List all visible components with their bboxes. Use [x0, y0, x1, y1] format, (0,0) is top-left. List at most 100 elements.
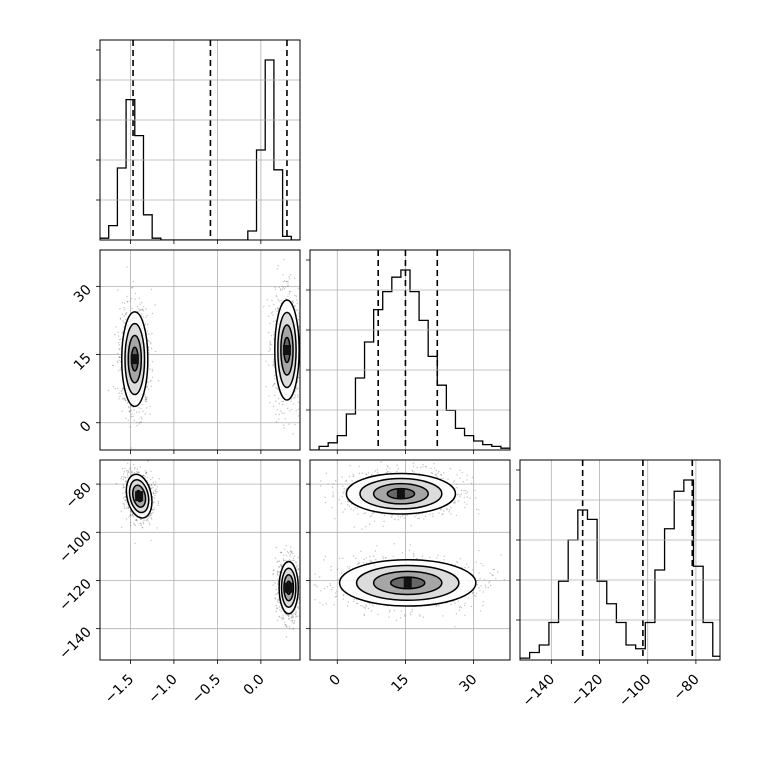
scatter-point	[122, 503, 124, 505]
scatter-point	[122, 497, 125, 499]
scatter-point	[452, 481, 455, 483]
scatter-point	[126, 312, 128, 314]
scatter-point	[275, 593, 277, 595]
scatter-point	[306, 287, 307, 288]
scatter-point	[418, 517, 420, 520]
scatter-point	[302, 542, 303, 543]
scatter-point	[302, 595, 303, 596]
scatter-point	[127, 474, 129, 476]
scatter-point	[471, 476, 474, 478]
scatter-point	[123, 471, 125, 473]
scatter-point	[301, 580, 302, 581]
scatter-point	[376, 545, 378, 547]
scatter-point	[341, 476, 343, 478]
scatter-point	[415, 514, 417, 516]
scatter-point	[273, 375, 276, 377]
scatter-point	[152, 511, 154, 513]
scatter-point	[447, 478, 449, 480]
scatter-point	[370, 515, 373, 517]
scatter-point	[397, 515, 399, 517]
scatter-point	[278, 566, 280, 568]
scatter-point	[383, 520, 385, 523]
scatter-point	[263, 306, 265, 308]
scatter-point	[129, 300, 131, 302]
scatter-point	[297, 556, 299, 558]
pair-panel-1-0	[99, 249, 307, 451]
scatter-point	[301, 347, 302, 348]
scatter-point	[132, 415, 134, 418]
scatter-point	[416, 557, 418, 560]
scatter-point	[142, 522, 145, 525]
scatter-point	[429, 513, 431, 516]
contour-line	[127, 334, 143, 384]
scatter-point	[278, 560, 281, 562]
scatter-point	[418, 472, 420, 475]
scatter-point	[283, 412, 285, 415]
scatter-point	[127, 419, 129, 421]
scatter-point	[133, 522, 135, 524]
scatter-point	[115, 326, 117, 328]
scatter-point	[288, 276, 290, 278]
scatter-point	[289, 410, 291, 412]
scatter-point	[303, 576, 304, 577]
scatter-point	[140, 524, 142, 527]
contour-line	[359, 477, 443, 510]
scatter-point	[121, 302, 124, 304]
contour-line	[372, 482, 429, 505]
contour-line	[131, 484, 147, 508]
scatter-point	[145, 472, 147, 474]
scatter-point	[301, 590, 302, 591]
scatter-point	[369, 515, 371, 518]
scatter-point	[291, 615, 293, 618]
scatter-point	[301, 332, 302, 333]
scatter-point	[547, 587, 548, 588]
scatter-point	[297, 396, 299, 398]
scatter-point	[154, 497, 156, 499]
scatter-point	[363, 558, 365, 560]
scatter-point	[138, 471, 140, 474]
scatter-point	[454, 502, 456, 504]
scatter-point	[288, 615, 290, 617]
scatter-point	[127, 506, 129, 508]
scatter-point	[283, 427, 285, 429]
scatter-point	[278, 300, 280, 302]
scatter-point	[460, 493, 463, 495]
scatter-point	[344, 508, 346, 510]
scatter-point	[134, 467, 136, 469]
scatter-point	[280, 302, 282, 304]
scatter-point	[148, 352, 150, 354]
scatter-point	[365, 473, 368, 476]
scatter-point	[150, 514, 152, 517]
scatter-point	[122, 473, 125, 475]
scatter-point	[148, 333, 150, 335]
scatter-point	[134, 519, 137, 521]
scatter-point	[301, 577, 302, 578]
scatter-point	[280, 299, 282, 302]
scatter-point	[131, 286, 133, 289]
scatter-point	[297, 408, 300, 410]
scatter-point	[465, 490, 467, 492]
scatter-point	[389, 467, 391, 469]
scatter-point	[274, 394, 276, 397]
scatter-point	[142, 474, 144, 477]
scatter-point	[269, 347, 271, 349]
scatter-point	[155, 481, 157, 483]
scatter-point	[150, 341, 152, 343]
scatter-point	[305, 328, 306, 329]
scatter-point	[296, 568, 298, 571]
scatter-point	[280, 564, 282, 567]
scatter-point	[353, 526, 355, 528]
scatter-point	[119, 368, 121, 371]
scatter-point	[154, 350, 157, 353]
scatter-point	[272, 584, 274, 586]
scatter-point	[120, 510, 123, 513]
scatter-point	[478, 513, 480, 515]
scatter-point	[277, 591, 279, 594]
scatter-point	[466, 474, 468, 476]
scatter-point	[353, 600, 355, 603]
scatter-point	[411, 469, 413, 471]
scatter-point	[116, 360, 119, 363]
panel-content	[100, 40, 300, 240]
scatter-point	[153, 507, 155, 509]
